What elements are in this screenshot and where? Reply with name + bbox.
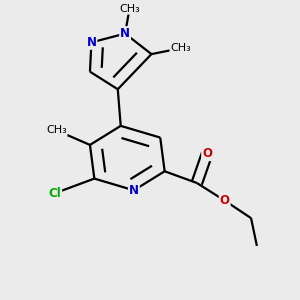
Text: CH₃: CH₃ xyxy=(46,125,67,135)
Text: Cl: Cl xyxy=(48,187,61,200)
Text: CH₃: CH₃ xyxy=(119,4,140,14)
Text: O: O xyxy=(220,194,230,207)
Text: N: N xyxy=(86,36,96,49)
Text: N: N xyxy=(120,27,130,40)
Text: O: O xyxy=(202,147,212,160)
Text: CH₃: CH₃ xyxy=(170,43,191,53)
Text: N: N xyxy=(129,184,139,197)
